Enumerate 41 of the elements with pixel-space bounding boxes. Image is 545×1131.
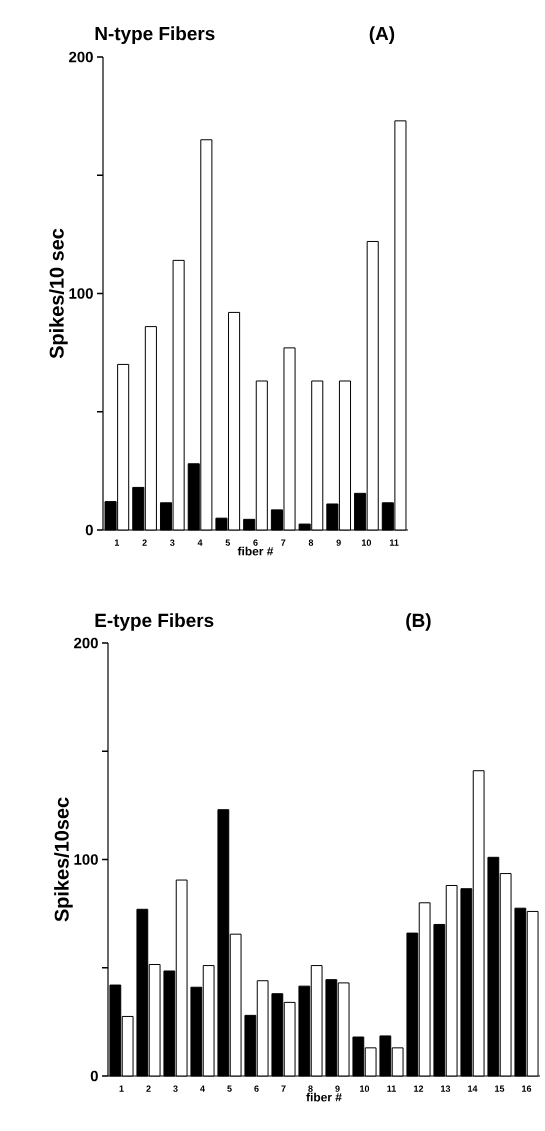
x-tick-label: 14	[468, 1085, 478, 1092]
x-tick-label: 9	[336, 539, 341, 546]
x-tick-label: 15	[495, 1085, 505, 1092]
x-tick-label: 4	[197, 539, 203, 546]
x-tick-label: 5	[225, 539, 231, 546]
x-tick-label: 3	[173, 1085, 178, 1092]
y-tick-label: 100	[74, 854, 98, 865]
x-tick-label: 10	[361, 539, 372, 546]
x-tick-label: 16	[522, 1085, 532, 1092]
text: (B)	[406, 613, 431, 631]
x-tick-label: 9	[335, 1085, 340, 1092]
x-tick-label: 8	[308, 1085, 313, 1092]
x-tick-label: 1	[119, 1085, 124, 1092]
x-tick-label: 2	[142, 539, 147, 546]
x-tick-label: 7	[281, 539, 286, 546]
x-tick-label: 5	[227, 1085, 232, 1092]
x-tick-label: 12	[414, 1085, 424, 1092]
y-axis-title: Spikes/10 sec	[49, 228, 68, 359]
x-tick-label: 11	[389, 539, 399, 546]
x-tick-label: 6	[254, 1085, 259, 1092]
x-tick-label: 4	[200, 1085, 205, 1092]
y-tick-label: 100	[69, 288, 93, 299]
chart-title: N-type Fibers	[95, 26, 215, 44]
x-tick-label: 13	[441, 1085, 451, 1092]
x-tick-label: 10	[360, 1085, 370, 1092]
chart-title: E-type Fibers	[95, 613, 214, 631]
x-tick-label: 7	[281, 1085, 286, 1092]
text: (A)	[369, 26, 395, 44]
x-tick-label: 11	[387, 1085, 396, 1092]
y-tick-label: 200	[69, 51, 93, 63]
y-tick-label: 0	[85, 524, 93, 536]
x-axis-title: fiber #	[306, 1092, 342, 1102]
y-tick-label: 0	[90, 1070, 98, 1082]
x-tick-label: 6	[253, 539, 258, 546]
x-tick-label: 2	[146, 1085, 151, 1092]
x-tick-label: 8	[308, 539, 314, 546]
y-axis-title: Spikes/10sec	[54, 797, 73, 922]
y-tick-label: 200	[74, 637, 98, 649]
x-tick-label: 1	[114, 539, 120, 546]
x-axis-title: fiber #	[237, 546, 274, 556]
x-tick-label: 3	[170, 539, 175, 546]
